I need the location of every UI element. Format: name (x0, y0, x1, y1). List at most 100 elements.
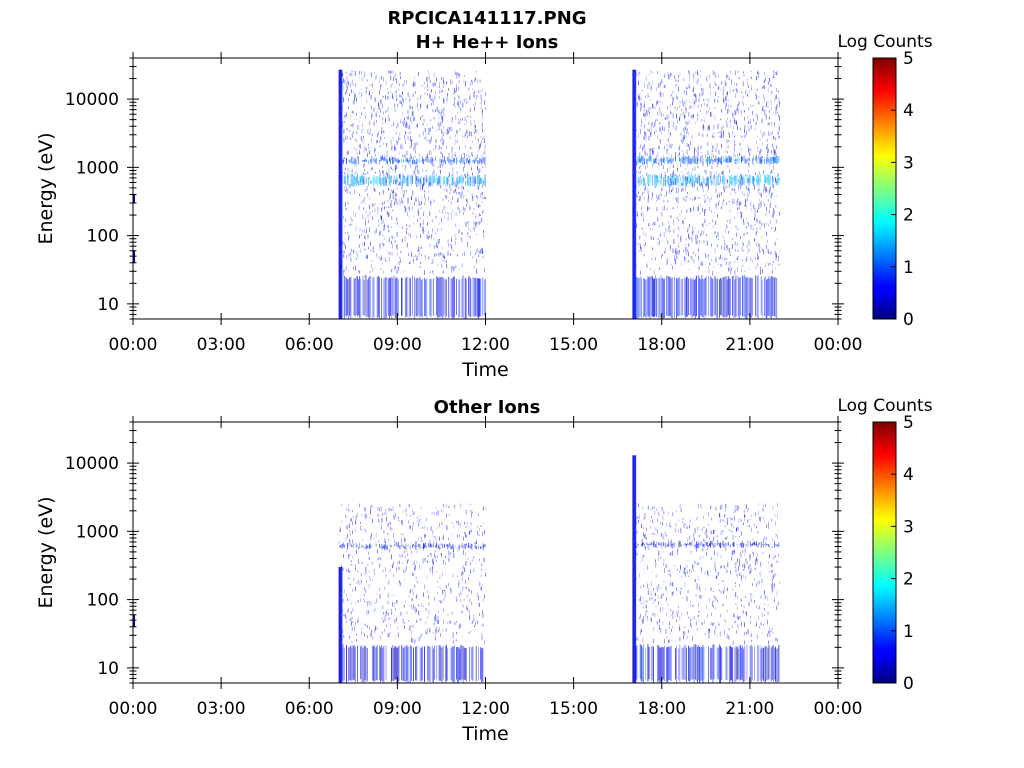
sparse-pixel (703, 195, 705, 197)
sparse-pixel (743, 193, 745, 197)
sparse-pixel (731, 267, 732, 271)
sparse-pixel (419, 519, 420, 524)
sparse-pixel (714, 115, 716, 120)
sparse-pixel (729, 529, 730, 531)
sparse-pixel (482, 623, 484, 627)
sparse-pixel (477, 526, 478, 528)
sparse-pixel (423, 82, 425, 84)
sparse-pixel (693, 565, 695, 568)
sparse-pixel (736, 91, 738, 93)
sparse-pixel (774, 106, 776, 111)
sparse-pixel (731, 530, 733, 533)
band-column (776, 156, 778, 164)
band-column (417, 176, 419, 187)
sparse-pixel (454, 154, 456, 157)
sparse-pixel (484, 149, 486, 155)
band-column (767, 278, 769, 316)
sparse-pixel (693, 76, 695, 80)
sparse-pixel (470, 131, 472, 137)
sparse-pixel (348, 97, 349, 102)
sparse-pixel (407, 553, 408, 556)
sparse-pixel (349, 191, 351, 194)
sparse-pixel (388, 226, 389, 230)
sparse-pixel (376, 253, 377, 257)
sparse-pixel (720, 263, 722, 267)
sparse-pixel (483, 136, 485, 139)
sparse-pixel (707, 150, 709, 156)
sparse-pixel (677, 188, 679, 193)
sparse-pixel (381, 517, 383, 523)
sparse-pixel (442, 198, 444, 201)
sparse-pixel (453, 154, 455, 156)
sparse-pixel (412, 206, 413, 211)
band-column (746, 277, 748, 319)
band-column (465, 279, 467, 319)
sparse-pixel (374, 230, 376, 235)
sparse-pixel (449, 136, 451, 139)
sparse-pixel (402, 200, 404, 205)
band-column (451, 160, 453, 162)
sparse-pixel (461, 154, 462, 160)
sparse-pixel (747, 188, 749, 191)
sparse-pixel (763, 537, 765, 540)
sparse-pixel (344, 172, 346, 176)
sparse-pixel (753, 183, 755, 188)
sparse-pixel (740, 201, 742, 206)
sparse-pixel (710, 505, 712, 509)
sparse-pixel (675, 258, 676, 264)
sparse-pixel (402, 154, 404, 158)
sparse-pixel (639, 236, 641, 238)
band-column (647, 158, 649, 163)
sparse-pixel (640, 614, 641, 619)
sparse-pixel (769, 82, 771, 87)
sparse-pixel (482, 613, 484, 618)
sparse-pixel (356, 549, 357, 555)
sparse-pixel (467, 172, 468, 176)
sparse-pixel (417, 218, 419, 222)
sparse-pixel (380, 99, 382, 104)
band-column (675, 156, 676, 162)
sparse-pixel (776, 71, 778, 76)
sparse-pixel (458, 624, 460, 629)
sparse-pixel (722, 202, 724, 206)
band-column (370, 159, 372, 163)
sparse-pixel (384, 137, 385, 139)
band-column (462, 157, 464, 164)
sparse-pixel (726, 245, 728, 249)
sparse-pixel (349, 530, 351, 532)
sparse-pixel (682, 142, 683, 144)
sparse-pixel (393, 190, 394, 194)
sparse-pixel (773, 184, 774, 189)
sparse-pixel (658, 550, 660, 556)
sparse-pixel (700, 504, 701, 507)
sparse-pixel (411, 598, 413, 602)
sparse-pixel (758, 96, 760, 98)
sparse-pixel (468, 503, 470, 505)
sparse-pixel (743, 632, 745, 636)
sparse-pixel (369, 227, 370, 233)
sparse-pixel (738, 186, 740, 191)
sparse-pixel (670, 215, 672, 219)
sparse-pixel (393, 594, 395, 596)
sparse-pixel (353, 210, 354, 216)
sparse-pixel (402, 174, 404, 177)
band-column (443, 157, 445, 163)
band-column (347, 279, 348, 316)
sparse-pixel (441, 129, 443, 131)
sparse-pixel (672, 265, 673, 270)
sparse-pixel (412, 512, 414, 515)
sparse-pixel (742, 140, 744, 142)
sparse-pixel (369, 546, 371, 548)
sparse-pixel (448, 555, 450, 561)
sparse-pixel (381, 105, 383, 108)
sparse-pixel (413, 551, 415, 553)
sparse-pixel (413, 147, 415, 151)
sparse-pixel (647, 618, 649, 620)
band-column (383, 157, 385, 162)
sparse-pixel (659, 110, 661, 113)
sparse-pixel (698, 97, 700, 103)
sparse-pixel (396, 617, 397, 622)
sparse-pixel (655, 562, 657, 568)
sparse-pixel (747, 116, 749, 119)
sparse-pixel (361, 202, 362, 204)
